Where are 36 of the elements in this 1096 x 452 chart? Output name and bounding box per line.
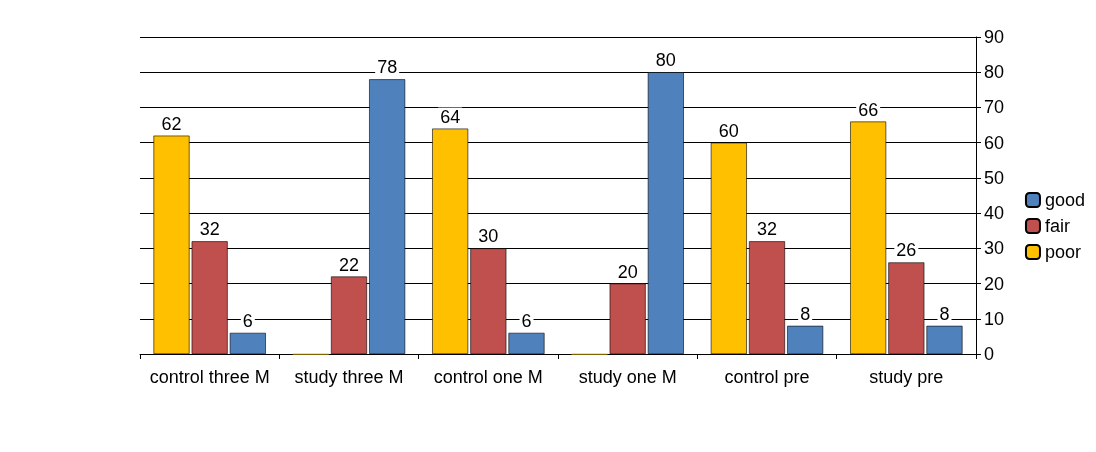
y-tick-label: 10 [984,308,1005,329]
x-tick-label: study three M [294,367,404,387]
bar [787,325,824,354]
data-label: 60 [718,120,739,141]
data-label: 62 [161,113,182,134]
y-tick-label: 70 [984,97,1005,118]
y-tick-label: 20 [984,273,1005,294]
data-label: 26 [896,240,917,261]
legend-label: good [1044,190,1085,210]
data-label: 80 [655,50,676,71]
x-tick-label: study pre [869,367,944,387]
data-label: 30 [478,226,499,247]
data-label: 32 [756,219,778,240]
x-tick-label: control pre [724,367,810,387]
data-label: 6 [521,310,532,331]
data-label: 64 [440,106,461,127]
data-label: 78 [377,57,398,78]
data-label: 8 [800,303,811,324]
data-label: 22 [338,254,360,275]
y-tick-label: 0 [984,344,995,364]
y-tick-label: 90 [984,27,1005,47]
data-label: 6 [242,310,253,331]
y-tick-label: 60 [984,132,1005,153]
x-tick-label: control three M [149,367,270,387]
legend-label: poor [1044,242,1081,262]
legend-label: fair [1044,216,1070,236]
y-tick-label: 40 [984,203,1005,224]
x-tick-label: control one M [433,367,543,387]
y-tick-label: 80 [984,62,1005,83]
data-label: 32 [199,219,220,240]
data-label: 66 [858,99,879,120]
y-tick-label: 30 [984,238,1005,259]
y-tick-label: 50 [984,167,1005,188]
x-tick-label: study one M [578,367,677,387]
data-label: 20 [617,261,638,282]
data-label: 8 [939,303,950,324]
